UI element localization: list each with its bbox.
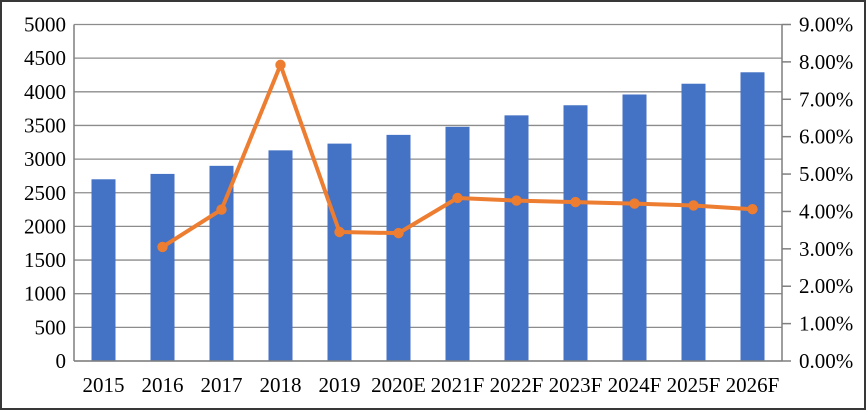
bar-2016 [150, 173, 175, 361]
left-axis-tick-label: 500 [35, 315, 67, 339]
left-axis-tick-label: 1500 [24, 248, 66, 272]
x-axis-label-2024F: 2024F [608, 373, 662, 397]
x-axis-label-2016: 2016 [142, 373, 184, 397]
line-marker-2023F [570, 196, 581, 208]
x-axis-label-2022F: 2022F [490, 373, 544, 397]
line-marker-2019 [334, 226, 345, 238]
bar-2021F [445, 126, 470, 362]
left-axis-tick-label: 1000 [24, 282, 66, 306]
bar-2019 [327, 143, 352, 361]
line-marker-2026F [747, 204, 758, 215]
x-axis-label-2018: 2018 [260, 373, 302, 397]
right-axis-tick-label: 7.00% [799, 87, 853, 111]
bar-2024F [622, 94, 647, 361]
bar-2026F [740, 72, 765, 362]
left-axis-tick-label: 4500 [24, 46, 66, 70]
line-marker-2022F [511, 195, 522, 206]
left-axis-tick-label: 5000 [24, 13, 66, 37]
bar-2020E [386, 134, 411, 361]
x-axis-label-2017: 2017 [201, 373, 243, 397]
bar-2017 [209, 165, 234, 361]
line-marker-2025F [688, 200, 699, 211]
right-axis-tick-label: 8.00% [799, 50, 853, 74]
right-axis-tick-label: 4.00% [799, 199, 853, 223]
right-axis-tick-label: 9.00% [799, 13, 853, 37]
bar-2023F [563, 105, 588, 361]
right-axis-tick-label: 1.00% [799, 312, 853, 336]
right-axis-tick-label: 6.00% [799, 125, 853, 149]
left-axis-tick-label: 0 [56, 349, 67, 373]
line-marker-2020E [393, 227, 404, 239]
line-marker-2016 [157, 241, 168, 253]
x-axis-label-2019: 2019 [319, 373, 361, 397]
right-axis-tick-label: 5.00% [799, 162, 853, 186]
line-marker-2024F [629, 198, 640, 209]
bar-2018 [268, 150, 293, 361]
right-axis-tick-label: 2.00% [799, 274, 853, 298]
line-marker-2018 [275, 59, 286, 71]
bar-2022F [504, 115, 529, 361]
left-axis-tick-label: 4000 [24, 80, 66, 104]
x-axis-label-2020E: 2020E [371, 373, 426, 397]
bar-2025F [681, 83, 706, 361]
left-axis-tick-label: 2500 [24, 181, 66, 205]
line-marker-2021F [452, 192, 463, 204]
x-axis-label-2026F: 2026F [726, 373, 780, 397]
right-axis-tick-label: 0.00% [799, 349, 853, 373]
bar-2015 [91, 179, 116, 361]
x-axis-label-2023F: 2023F [549, 373, 603, 397]
right-axis-tick-label: 3.00% [799, 237, 853, 261]
left-axis-tick-label: 2000 [24, 214, 66, 238]
x-axis-label-2021F: 2021F [431, 373, 485, 397]
line-marker-2017 [216, 204, 227, 215]
left-axis-tick-label: 3500 [24, 113, 66, 137]
x-axis-label-2015: 2015 [83, 373, 125, 397]
x-axis-label-2025F: 2025F [667, 373, 721, 397]
left-axis-tick-label: 3000 [24, 147, 66, 171]
